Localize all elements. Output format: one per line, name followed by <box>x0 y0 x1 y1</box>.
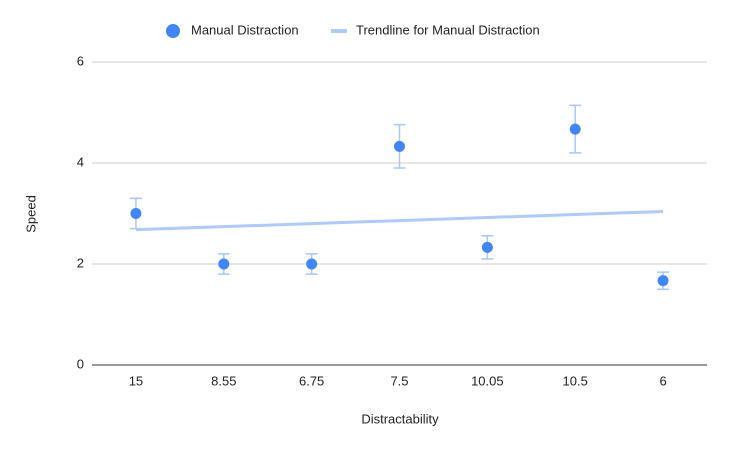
y-tick-label: 2 <box>77 255 84 270</box>
legend-marker <box>166 24 180 38</box>
data-point <box>657 275 669 287</box>
x-tick-label: 6.75 <box>299 373 324 388</box>
x-tick-label: 15 <box>129 373 143 388</box>
y-axis-title: Speed <box>23 195 38 233</box>
x-tick-label: 6 <box>659 373 666 388</box>
x-tick-label: 10.5 <box>563 373 588 388</box>
data-point <box>394 140 405 152</box>
data-point <box>306 258 318 270</box>
y-tick-label: 4 <box>77 154 84 169</box>
x-tick-label: 10.05 <box>471 373 504 388</box>
x-axis-title: Distractability <box>361 411 439 426</box>
legend-label: Trendline for Manual Distraction <box>356 22 540 37</box>
legend-label: Manual Distraction <box>191 22 299 37</box>
x-tick-label: 7.5 <box>390 373 408 388</box>
y-tick-label: 6 <box>77 53 84 68</box>
data-point <box>481 241 493 253</box>
trendline <box>135 209 664 232</box>
y-tick-label: 0 <box>77 356 84 371</box>
data-point <box>130 208 142 219</box>
x-tick-label: 8.55 <box>211 373 236 388</box>
data-point <box>569 123 581 135</box>
data-point <box>218 258 230 270</box>
